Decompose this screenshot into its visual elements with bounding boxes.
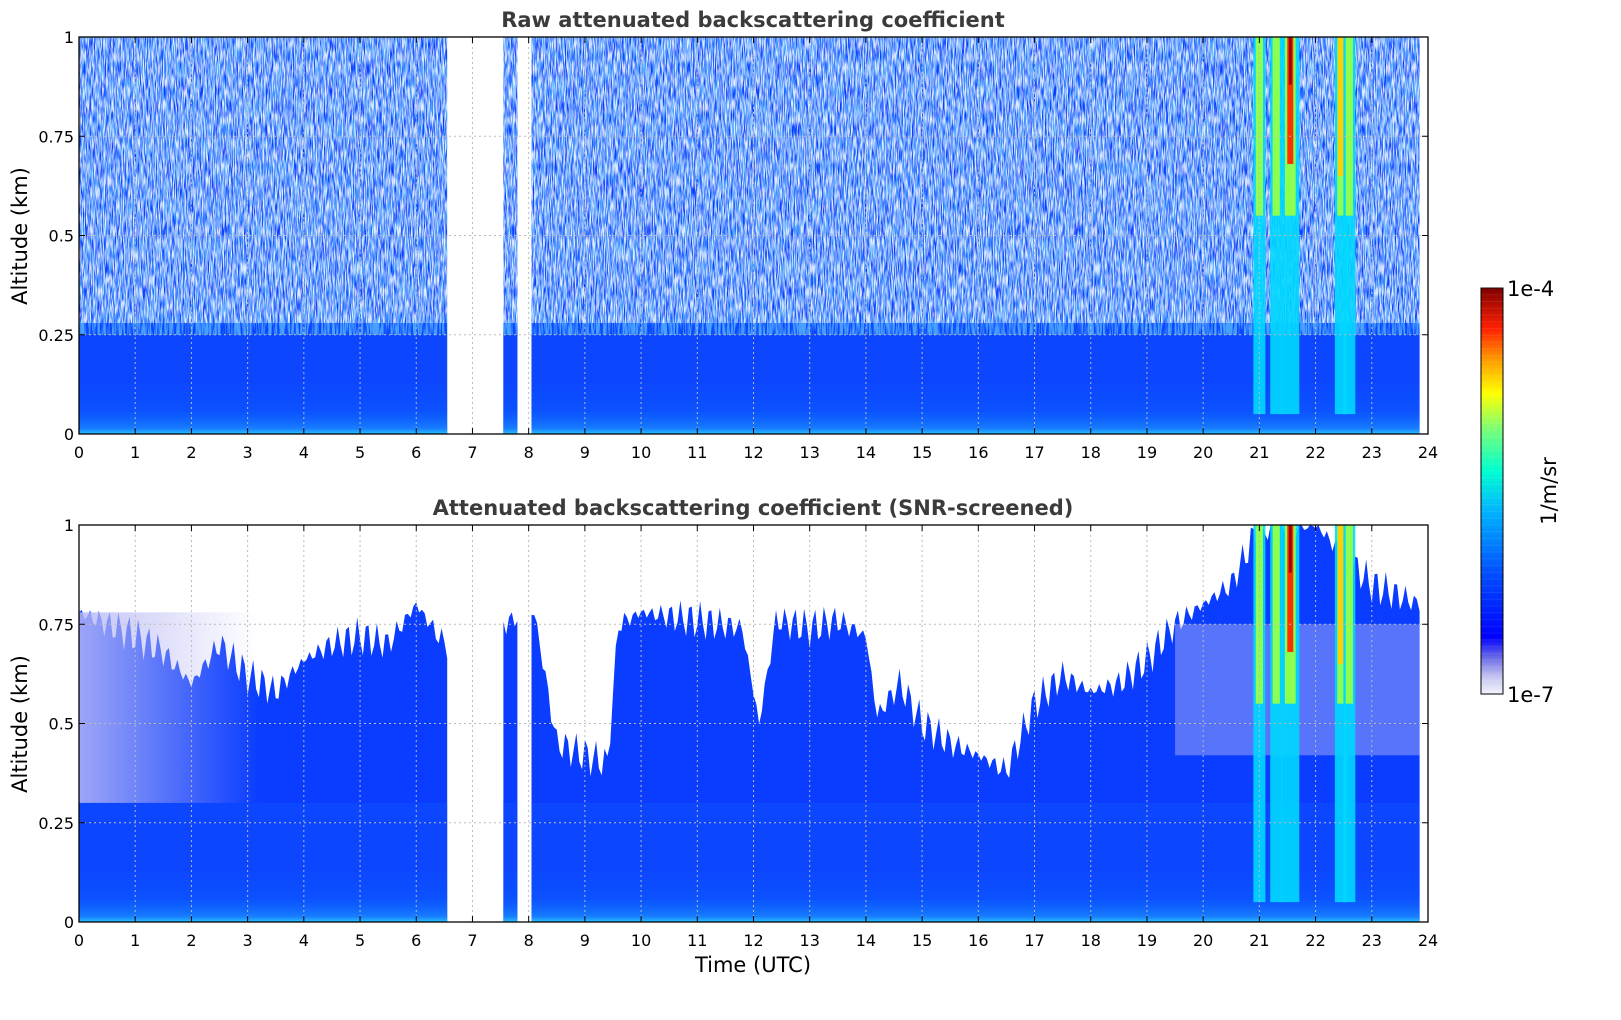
- panel-screened-y-ticks: 0 0.25 0.5 0.75 1: [38, 516, 1428, 932]
- colorbar-min-label: 1e-7: [1507, 683, 1554, 707]
- x-tick-label: 13: [800, 931, 820, 950]
- x-tick-label: 21: [1249, 931, 1269, 950]
- colorbar-gradient: [1480, 287, 1504, 695]
- x-tick-label: 22: [1305, 443, 1325, 462]
- x-axis-label: Time (UTC): [694, 953, 811, 977]
- x-tick-label: 19: [1137, 931, 1157, 950]
- x-tick-label: 20: [1193, 443, 1213, 462]
- x-tick-label: 12: [743, 443, 763, 462]
- x-tick-label: 21: [1249, 443, 1269, 462]
- y-tick-label: 0.5: [49, 715, 74, 734]
- x-tick-label: 0: [74, 443, 84, 462]
- x-tick-label: 23: [1362, 443, 1382, 462]
- x-tick-label: 11: [687, 931, 707, 950]
- aerosol-patch: [79, 612, 259, 803]
- y-tick-label: 0.25: [38, 326, 74, 345]
- x-tick-label: 12: [743, 931, 763, 950]
- cloud-column: [1270, 37, 1283, 415]
- x-tick-label: 10: [631, 443, 651, 462]
- x-tick-label: 5: [355, 443, 365, 462]
- cloud-column: [1343, 37, 1356, 415]
- y-tick-label: 0: [64, 425, 74, 444]
- x-tick-label: 10: [631, 931, 651, 950]
- x-tick-label: 20: [1193, 931, 1213, 950]
- y-tick-label: 0.5: [49, 227, 74, 246]
- x-tick-label: 22: [1305, 931, 1325, 950]
- cloud-column: [1281, 525, 1300, 903]
- panel-raw: Raw attenuated backscattering coefficien…: [8, 8, 1438, 462]
- cloud-column: [1270, 525, 1283, 903]
- y-tick-label: 1: [64, 516, 74, 535]
- y-tick-label: 0.75: [38, 127, 74, 146]
- noise-white: [79, 37, 448, 323]
- y-tick-label: 0: [64, 913, 74, 932]
- x-tick-label: 17: [1024, 931, 1044, 950]
- x-tick-label: 8: [524, 931, 534, 950]
- x-tick-label: 23: [1362, 931, 1382, 950]
- surface-layer: [79, 802, 448, 922]
- panel-screened: Attenuated backscattering coefficient (S…: [8, 496, 1438, 977]
- y-tick-label: 1: [64, 28, 74, 47]
- x-tick-label: 7: [467, 931, 477, 950]
- x-tick-label: 2: [186, 443, 196, 462]
- x-tick-label: 4: [299, 931, 309, 950]
- x-tick-label: 14: [856, 443, 876, 462]
- x-tick-label: 2: [186, 931, 196, 950]
- x-tick-label: 18: [1081, 443, 1101, 462]
- x-tick-label: 24: [1418, 931, 1438, 950]
- panel-screened-x-ticks: 0 1 2 3 4 5 6 7 8 9 10 11 12 13 14 15 16 17 18 19 20 21 22 23 24: [74, 525, 1438, 950]
- panel-screened-y-label: Altitude (km): [8, 655, 32, 793]
- x-tick-label: 24: [1418, 443, 1438, 462]
- noise-white: [503, 37, 518, 323]
- x-tick-label: 17: [1024, 443, 1044, 462]
- x-tick-label: 14: [856, 931, 876, 950]
- colorbar-bands: [1481, 287, 1503, 688]
- x-tick-label: 4: [299, 443, 309, 462]
- colorbar: 1e-4 1e-7 1/m/sr: [1480, 277, 1561, 707]
- x-tick-label: 16: [968, 443, 988, 462]
- x-tick-label: 11: [687, 443, 707, 462]
- x-tick-label: 6: [411, 443, 421, 462]
- x-tick-label: 15: [912, 443, 932, 462]
- x-tick-label: 6: [411, 931, 421, 950]
- x-tick-label: 19: [1137, 443, 1157, 462]
- x-tick-label: 3: [243, 931, 253, 950]
- cloud-column: [1253, 37, 1266, 415]
- colorbar-max-label: 1e-4: [1507, 277, 1554, 301]
- panel-screened-grid: [79, 525, 1428, 922]
- y-tick-label: 0.75: [38, 615, 74, 634]
- x-tick-label: 1: [130, 931, 140, 950]
- x-tick-label: 18: [1081, 931, 1101, 950]
- panel-raw-grid: [79, 37, 1428, 434]
- x-tick-label: 5: [355, 931, 365, 950]
- x-tick-label: 3: [243, 443, 253, 462]
- panel-raw-y-ticks: 0 0.25 0.5 0.75 1: [38, 28, 1428, 444]
- x-tick-label: 13: [800, 443, 820, 462]
- x-tick-label: 9: [580, 931, 590, 950]
- x-tick-label: 9: [580, 443, 590, 462]
- panel-raw-title: Raw attenuated backscattering coefficien…: [501, 8, 1005, 32]
- cloud-column: [1343, 525, 1356, 903]
- cloud-column: [1253, 525, 1266, 903]
- cloud-column: [1281, 37, 1300, 415]
- x-tick-label: 8: [524, 443, 534, 462]
- colorbar-unit-label: 1/m/sr: [1537, 457, 1561, 525]
- surface-layer: [503, 802, 518, 922]
- panel-raw-y-label: Altitude (km): [8, 167, 32, 305]
- x-tick-label: 15: [912, 931, 932, 950]
- x-tick-label: 1: [130, 443, 140, 462]
- surface-layer: [503, 314, 518, 434]
- x-tick-label: 0: [74, 931, 84, 950]
- x-tick-label: 7: [467, 443, 477, 462]
- panel-raw-x-ticks: 0 1 2 3 4 5 6 7 8 9 10 11 12 13 14 15 16 17 18 19 20 21 22 23 24: [74, 37, 1438, 462]
- panel-screened-title: Attenuated backscattering coefficient (S…: [433, 496, 1074, 520]
- y-tick-label: 0.25: [38, 814, 74, 833]
- x-tick-label: 16: [968, 931, 988, 950]
